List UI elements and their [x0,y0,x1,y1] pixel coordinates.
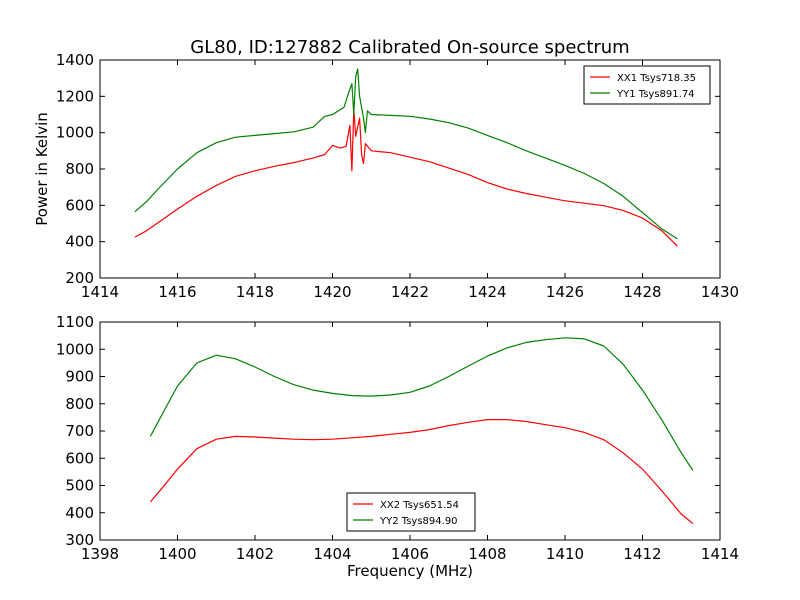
top-plot: 1414 1416 1418 1420 1422 1424 1426 1428 1430 200 4… [56,51,739,301]
x-tick-label: 1400 [158,545,196,563]
y-tick-label: 900 [65,368,94,386]
y-tick-label: 300 [65,531,94,549]
y-tick-label: 700 [65,422,94,440]
series-line-bottom-0 [149,419,694,525]
x-tick-label: 1398 [81,545,119,563]
series-line-top-1 [134,68,678,240]
x-tick-label: 1414 [81,283,119,301]
x-tick-label: 1420 [313,283,351,301]
x-tick-label: 1416 [158,283,196,301]
x-tick-label: 1410 [546,545,584,563]
y-tick-label: 800 [65,395,94,413]
y-tick-label: 800 [65,160,94,178]
y-tick-label: 500 [65,477,94,495]
series-line-bottom-1 [149,337,694,471]
y-tick-label: 1100 [56,313,94,331]
y-tick-label: 600 [65,196,94,214]
legend-label: YY1 Tsys891.74 [616,89,695,100]
y-tick-label: 1200 [56,87,94,105]
y-tick-label: 1400 [56,51,94,69]
y-tick-label: 600 [65,449,94,467]
x-tick-label: 1406 [391,545,429,563]
x-tick-label: 1404 [313,545,351,563]
legend-box [346,492,476,532]
legend-box [583,65,711,105]
y-tick-label: 400 [65,233,94,251]
x-tick-label: 1426 [546,283,584,301]
x-tick-label: 1414 [701,545,739,563]
x-tick-label: 1402 [236,545,274,563]
y-tick-label: 400 [65,504,94,522]
bottom-plot: 1398 1400 1402 1404 1406 1408 1410 1412 1414 300 4… [56,313,739,563]
legend-label: XX2 Tsys651.54 [380,500,459,511]
y-axis-label: Power in Kelvin [33,112,51,226]
x-tick-label: 1412 [623,545,661,563]
series-line-top-0 [134,108,678,247]
legend: XX2 Tsys651.54 YY2 Tsys894.90 [346,492,476,532]
y-tick-label: 1000 [56,340,94,358]
x-tick-label: 1428 [623,283,661,301]
legend-label: XX1 Tsys718.35 [617,73,696,84]
x-tick-label: 1422 [391,283,429,301]
x-tick-label: 1430 [701,283,739,301]
chart-title: GL80, ID:127882 Calibrated On-source spe… [190,37,629,58]
x-tick-label: 1424 [468,283,506,301]
legend: XX1 Tsys718.35 YY1 Tsys891.74 [583,65,711,105]
x-tick-label: 1408 [468,545,506,563]
y-tick-label: 200 [65,269,94,287]
y-tick-label: 1000 [56,124,94,142]
x-axis-label: Frequency (MHz) [347,562,473,580]
x-tick-label: 1418 [236,283,274,301]
legend-label: YY2 Tsys894.90 [379,516,458,527]
